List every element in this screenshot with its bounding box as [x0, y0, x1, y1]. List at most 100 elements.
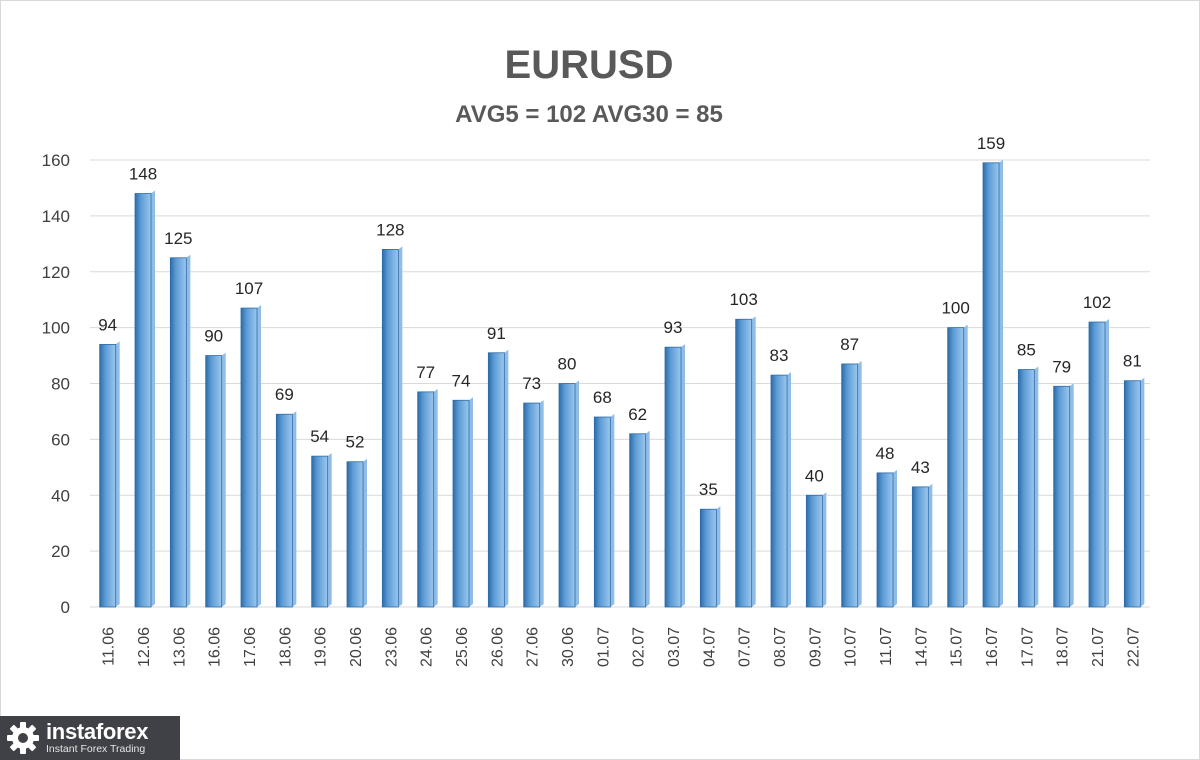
bar-body — [240, 307, 258, 608]
data-label: 148 — [129, 165, 157, 184]
data-label: 62 — [628, 405, 647, 424]
instaforex-logo: instaforex Instant Forex Trading — [0, 716, 180, 760]
bar-body — [770, 374, 788, 608]
bar — [664, 344, 685, 608]
bar — [629, 430, 650, 608]
y-tick-label: 40 — [51, 486, 70, 505]
x-tick-label: 25.06 — [454, 627, 471, 667]
data-label: 35 — [699, 480, 718, 499]
bar — [1017, 366, 1039, 608]
y-tick-label: 160 — [42, 151, 70, 170]
data-label: 102 — [1083, 293, 1111, 312]
x-tick-label: 30.06 — [560, 627, 577, 667]
data-label: 85 — [1017, 341, 1036, 360]
x-tick-label: 01.07 — [595, 627, 612, 667]
bar — [275, 411, 297, 608]
bar-side — [1034, 366, 1039, 607]
data-label: 128 — [376, 220, 404, 239]
bar-body — [699, 508, 717, 608]
bar — [381, 246, 403, 608]
bar-side — [787, 372, 791, 607]
bar-body — [417, 391, 435, 608]
y-tick-label: 20 — [51, 542, 70, 561]
bar-side — [1069, 383, 1074, 607]
x-tick-label: 11.07 — [878, 627, 895, 666]
data-label: 54 — [310, 427, 329, 446]
bar-body — [381, 248, 399, 608]
data-label: 107 — [235, 279, 263, 298]
gridlines — [90, 159, 1150, 608]
bar-body — [99, 343, 117, 608]
data-label: 68 — [593, 388, 612, 407]
bar-body — [629, 433, 647, 608]
x-tick-label: 16.07 — [984, 627, 1001, 667]
bar-side — [151, 190, 155, 607]
bar-body — [876, 472, 894, 608]
bar-body — [169, 257, 187, 608]
y-tick-label: 60 — [51, 430, 70, 449]
bar-body — [911, 486, 929, 608]
bar-body — [205, 355, 223, 608]
bar-body — [805, 494, 823, 608]
x-tick-label: 17.07 — [1019, 627, 1036, 667]
bar-side — [1105, 319, 1109, 607]
bar-side — [363, 458, 367, 607]
x-tick-label: 26.06 — [489, 627, 506, 667]
bar-body — [947, 327, 965, 608]
x-tick-label: 11.06 — [101, 627, 118, 666]
bar-body — [735, 318, 753, 608]
bar-side — [327, 453, 332, 607]
data-label: 125 — [164, 229, 192, 248]
x-tick-label: 10.07 — [843, 627, 860, 667]
bar-side — [221, 352, 226, 607]
x-tick-label: 18.06 — [277, 627, 294, 667]
data-label: 103 — [729, 290, 757, 309]
data-label: 100 — [941, 299, 969, 318]
data-labels: 94 148 125 90 107 69 54 52 128 77 74 91 73 80 68 62 93 35… — [98, 134, 1142, 499]
y-tick-label: 120 — [42, 263, 70, 282]
bar-body — [523, 402, 541, 608]
bar — [523, 400, 544, 608]
bar-body — [311, 455, 329, 608]
bar-side — [292, 411, 297, 607]
bar-side — [716, 506, 721, 607]
x-tick-label: 24.06 — [419, 627, 436, 667]
x-tick-label: 15.07 — [949, 627, 966, 667]
bar — [311, 453, 332, 608]
data-label: 40 — [805, 466, 824, 485]
data-label: 87 — [840, 335, 859, 354]
bar — [169, 254, 191, 608]
bar — [1088, 319, 1109, 608]
bar — [947, 324, 968, 608]
bar-side — [751, 316, 756, 607]
data-label: 73 — [522, 374, 541, 393]
data-label: 79 — [1052, 357, 1071, 376]
x-tick-label: 16.06 — [207, 627, 224, 667]
x-tick-label: 08.07 — [772, 627, 789, 667]
bar — [982, 159, 1003, 608]
bar-body — [452, 399, 470, 608]
bar — [452, 397, 473, 608]
bar — [876, 469, 897, 608]
bar-side — [893, 469, 897, 607]
x-tick-label: 02.07 — [631, 627, 648, 667]
bar-body — [487, 352, 505, 608]
y-tick-label: 80 — [51, 375, 70, 394]
x-tick-label: 13.06 — [171, 627, 188, 667]
data-label: 77 — [416, 363, 435, 382]
bar-body — [982, 162, 1000, 608]
data-label: 52 — [346, 433, 365, 452]
bar — [240, 305, 261, 608]
data-label: 74 — [452, 371, 471, 390]
bar — [735, 316, 756, 608]
y-axis-ticks: 0 20 40 60 80 100 120 140 160 — [42, 151, 70, 617]
data-label: 90 — [204, 327, 223, 346]
y-tick-label: 0 — [61, 598, 70, 617]
bar — [558, 380, 579, 608]
x-tick-label: 04.07 — [701, 627, 718, 667]
bar-body — [1017, 369, 1035, 608]
bar — [770, 372, 791, 608]
bar-side — [857, 360, 862, 607]
bar-body — [593, 416, 611, 608]
bar-side — [822, 492, 827, 607]
